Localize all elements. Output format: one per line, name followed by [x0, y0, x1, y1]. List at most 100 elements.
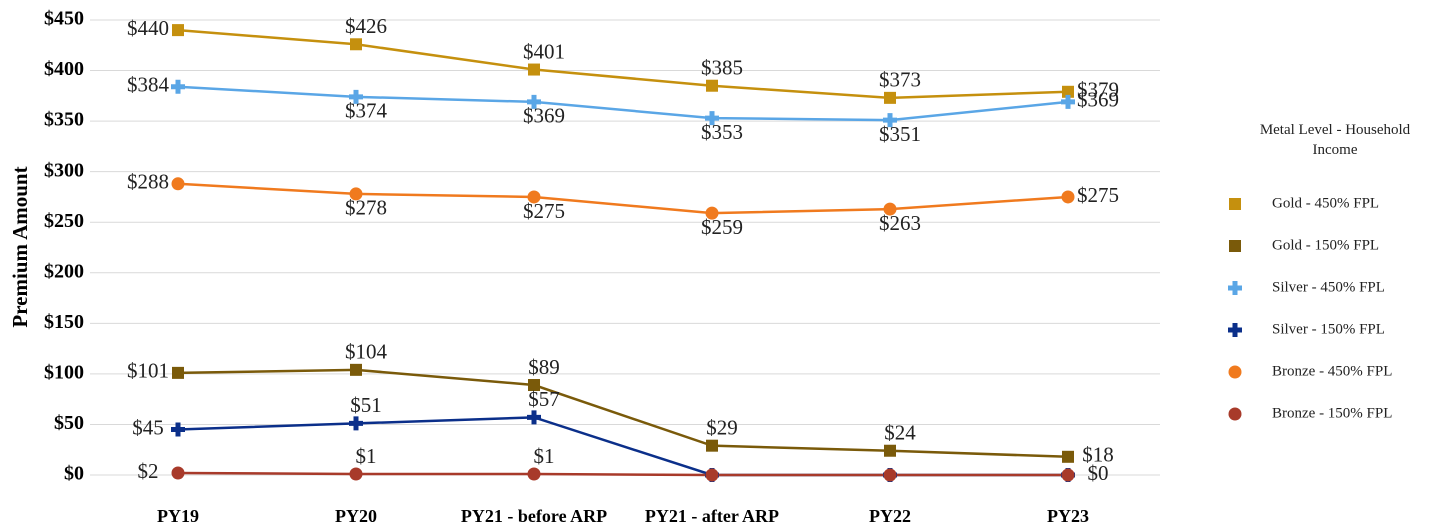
data-point: [884, 444, 896, 457]
data-point: [171, 177, 185, 191]
y-tick-label: $150: [44, 311, 84, 333]
data-point: [528, 63, 540, 76]
data-point: [528, 379, 540, 392]
data-point: [884, 91, 896, 104]
data-label: $18: [1082, 443, 1114, 467]
data-label: $1: [356, 444, 377, 468]
data-point: [349, 187, 363, 201]
data-label: $259: [701, 215, 743, 239]
y-tick-label: $200: [44, 260, 84, 282]
y-tick-label: $400: [44, 58, 84, 80]
data-label: $288: [127, 170, 169, 194]
data-point: [171, 79, 185, 94]
data-point: [706, 79, 718, 92]
data-label: $89: [528, 355, 560, 379]
data-point: [349, 416, 363, 431]
series-line: [177, 471, 1068, 477]
x-tick-label: PY20: [335, 506, 377, 526]
data-point: [171, 466, 185, 480]
data-label: $45: [132, 415, 164, 439]
data-point: [349, 89, 363, 104]
legend-label: Bronze - 450% FPL: [1272, 363, 1392, 379]
data-label: $1: [534, 444, 555, 468]
series-line: [177, 368, 1069, 459]
data-point: [172, 366, 184, 379]
y-tick-label: $450: [44, 8, 84, 30]
legend-marker: [1228, 323, 1242, 337]
data-point: [705, 468, 719, 482]
series-line: [177, 416, 1068, 477]
data-point: [883, 202, 897, 216]
data-point: [1062, 85, 1074, 98]
legend-label: Bronze - 150% FPL: [1272, 405, 1392, 421]
data-label: $373: [879, 68, 921, 92]
y-tick-label: $50: [54, 412, 84, 434]
data-point: [706, 439, 718, 452]
data-label: $278: [345, 196, 387, 220]
data-point: [172, 24, 184, 37]
legend-title: Metal Level - Household Income: [1259, 122, 1411, 158]
legend-label: Silver - 150% FPL: [1272, 321, 1385, 337]
data-label: $353: [701, 120, 743, 144]
data-label: $440: [127, 16, 169, 40]
data-label: $379: [1077, 78, 1119, 102]
data-point: [350, 363, 362, 376]
data-point: [1061, 468, 1075, 482]
legend-marker: [1228, 281, 1242, 295]
data-label: $369: [1077, 88, 1119, 112]
data-point: [883, 468, 897, 482]
x-tick-label: PY22: [869, 506, 911, 526]
series-line: [177, 182, 1069, 215]
y-tick-label: $350: [44, 109, 84, 131]
x-tick-label: PY19: [157, 506, 199, 526]
data-point: [1061, 190, 1075, 204]
data-point: [1062, 450, 1074, 463]
data-point: [1061, 94, 1075, 109]
data-label: $0: [1088, 461, 1109, 485]
data-label: $401: [523, 39, 565, 63]
data-point: [171, 422, 185, 437]
data-label: $385: [701, 56, 743, 80]
data-label: $369: [523, 104, 565, 128]
data-point: [527, 410, 541, 425]
data-label: $2: [138, 459, 159, 483]
x-tick-label: PY23: [1047, 506, 1089, 526]
legend-label: Silver - 450% FPL: [1272, 279, 1385, 295]
series-line: [177, 85, 1069, 122]
data-label: $29: [706, 415, 738, 439]
data-label: $24: [884, 421, 916, 445]
data-point: [350, 38, 362, 51]
y-axis-label: Premium Amount: [8, 166, 32, 327]
data-point: [705, 111, 719, 126]
data-label: $275: [1077, 183, 1119, 207]
series-line: [177, 28, 1069, 100]
data-point: [527, 190, 541, 204]
legend-marker: [1229, 198, 1241, 210]
data-label: $384: [127, 73, 170, 97]
legend-marker: [1228, 407, 1242, 421]
y-tick-label: $100: [44, 361, 84, 383]
data-label: $275: [523, 199, 565, 223]
y-tick-label: $0: [64, 463, 84, 485]
legend-marker: [1228, 365, 1242, 379]
data-point: [527, 467, 541, 481]
data-label: $351: [879, 122, 921, 146]
data-label: $374: [345, 99, 388, 123]
y-tick-label: $300: [44, 159, 84, 181]
data-point: [349, 467, 363, 481]
data-label: $263: [879, 211, 921, 235]
y-tick-label: $250: [44, 210, 84, 232]
x-tick-label: PY21 - after ARP: [645, 506, 779, 526]
x-tick-label: PY21 - before ARP: [461, 506, 607, 526]
data-label: $57: [528, 387, 560, 411]
legend-label: Gold - 450% FPL: [1272, 195, 1379, 211]
data-point: [527, 94, 541, 109]
data-label: $51: [350, 393, 382, 417]
legend-marker: [1229, 240, 1241, 252]
data-point: [883, 113, 897, 128]
legend-label: Gold - 150% FPL: [1272, 237, 1379, 253]
data-point: [705, 206, 719, 220]
data-label: $104: [345, 340, 388, 364]
